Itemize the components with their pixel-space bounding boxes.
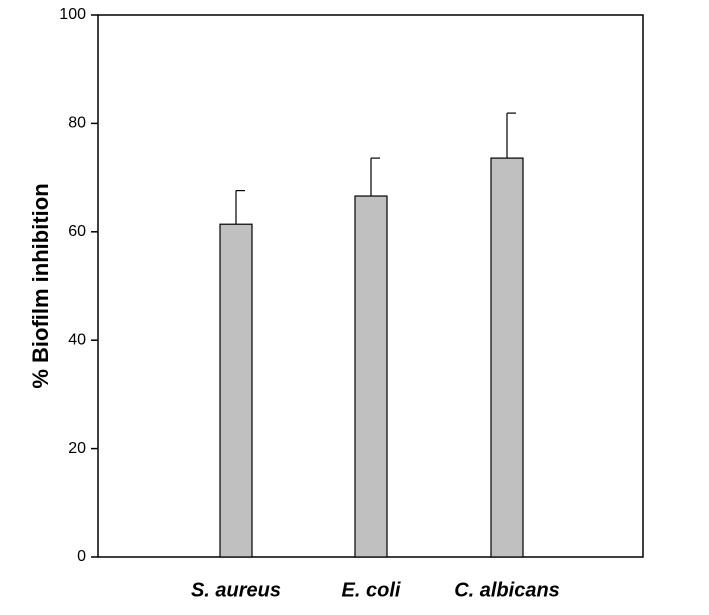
y-tick-label: 60	[68, 223, 86, 240]
bar	[490, 157, 524, 558]
x-tick-label: C. albicans	[454, 579, 560, 601]
y-tick-label: 0	[77, 548, 86, 565]
x-tick-label: E. coli	[342, 579, 401, 601]
bar	[219, 223, 253, 558]
bar	[354, 195, 388, 558]
y-axis-label: % Biofilm inhibition	[28, 183, 53, 388]
y-tick-label: 40	[68, 331, 86, 348]
y-tick-label: 20	[68, 440, 86, 457]
y-tick-label: 100	[59, 6, 86, 23]
y-tick-label: 80	[68, 115, 86, 132]
x-tick-label: S. aureus	[191, 579, 281, 601]
